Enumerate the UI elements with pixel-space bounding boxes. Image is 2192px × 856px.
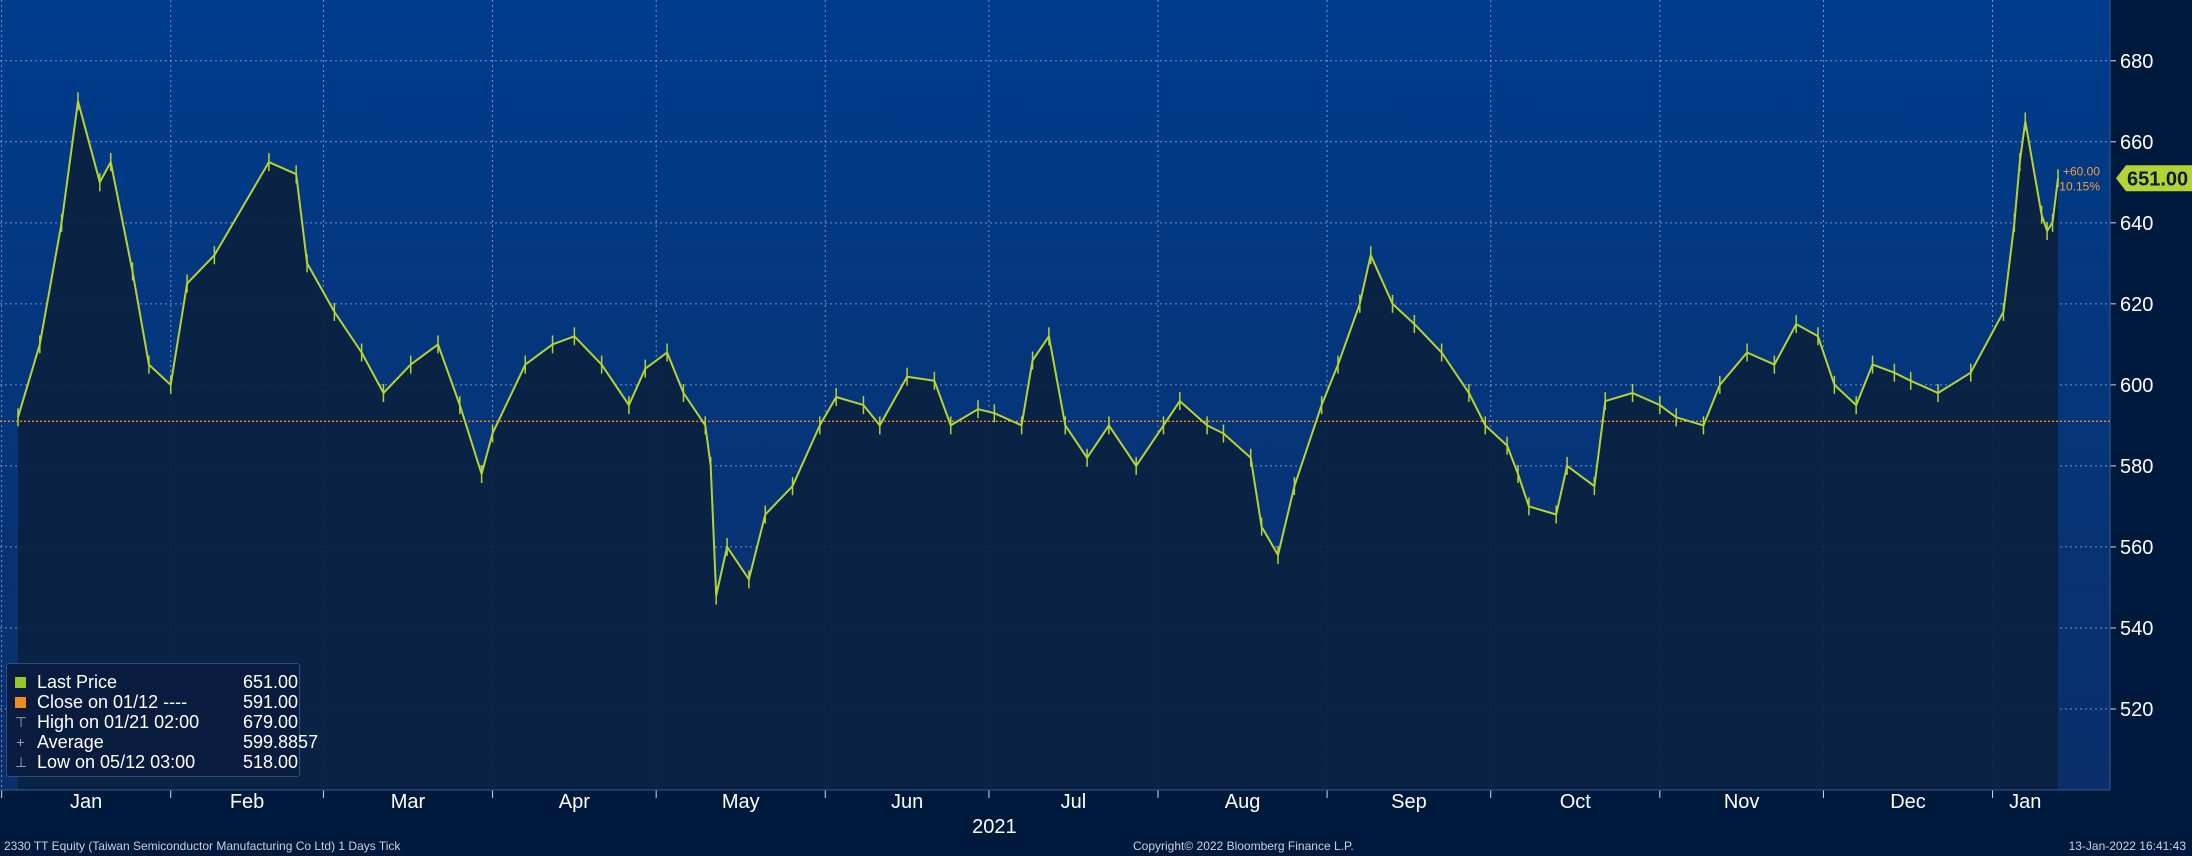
y-tick-label: 680 [2120,51,2153,73]
y-axis: 520 540 560 580 600 620 640 660 680 [2109,0,2153,790]
legend-item-last-price: Last Price 651.00 [15,671,298,692]
price-area [18,101,2058,791]
average-marker-icon: + [16,734,25,750]
y-tick-label: 640 [2120,213,2153,235]
x-tick-label: Oct [1560,791,1592,813]
x-tick-label: Jan [2009,791,2041,813]
x-tick-label: Feb [230,791,264,813]
x-tick-label: Sep [1391,791,1427,813]
x-tick-label: Aug [1225,791,1261,813]
x-tick-label: May [722,791,760,813]
y-tick-label: 580 [2120,456,2153,478]
legend-item-high: ⊤ High on 01/21 02:00 679.00 [15,711,298,732]
y-tick-label: 520 [2120,699,2153,721]
last-price-change: +60.00 [2063,164,2100,178]
x-tick-label: Apr [559,791,590,813]
legend-item-average: + Average 599.8857 [15,731,318,752]
last-price-value: 651.00 [2127,168,2188,190]
y-tick-label: 560 [2120,537,2153,559]
x-axis-background [0,790,2192,856]
high-marker-icon: ⊤ [15,713,28,730]
legend-value: 591.00 [243,691,299,712]
legend-label: Last Price [37,671,118,692]
x-tick-label: Jan [70,791,102,813]
legend-label: Average [37,731,104,752]
legend-value: 651.00 [243,671,299,692]
y-tick-label: 660 [2120,132,2153,154]
x-tick-label: Jul [1061,791,1087,813]
legend-value: 518.00 [243,751,299,772]
price-series [17,92,2059,605]
legend-item-low: ⊥ Low on 05/12 03:00 518.00 [15,751,298,772]
x-tick-label: Jun [891,791,923,813]
y-tick-label: 600 [2120,375,2153,397]
legend-value: 599.8857 [243,731,319,752]
year-label: 2021 [972,816,1017,838]
legend-label: Close on 01/12 ---- [37,691,188,712]
x-tick-label: Dec [1890,791,1926,813]
axis-background [2110,0,2192,790]
footer-timestamp: 13-Jan-2022 16:41:43 [2068,839,2186,853]
low-marker-icon: ⊥ [15,753,28,770]
last-price-badge [2116,165,2192,192]
x-tick-label: Nov [1724,791,1760,813]
legend: Last Price 651.00 Close on 01/12 ---- 59… [6,663,318,777]
legend-label: High on 01/21 02:00 [37,711,200,732]
y-tick-label: 540 [2120,618,2153,640]
last-price-change-pct: 10.15% [2059,179,2100,193]
x-tick-label: Mar [391,791,426,813]
legend-label: Low on 05/12 03:00 [37,751,196,772]
y-tick-label: 620 [2120,294,2153,316]
last-price-swatch-icon [15,676,26,688]
footer-copyright: Copyright© 2022 Bloomberg Finance L.P. [1133,839,1354,853]
legend-value: 679.00 [243,711,299,732]
x-axis: Jan Feb Mar Apr May Jun Jul Aug Sep Oct Nov Dec Jan 2… [0,789,2110,838]
close-swatch-icon [15,696,26,708]
price-area-fill [18,101,2058,791]
footer-security: 2330 TT Equity (Taiwan Semiconductor Man… [4,839,401,853]
legend-item-close: Close on 01/12 ---- 591.00 [15,691,298,712]
